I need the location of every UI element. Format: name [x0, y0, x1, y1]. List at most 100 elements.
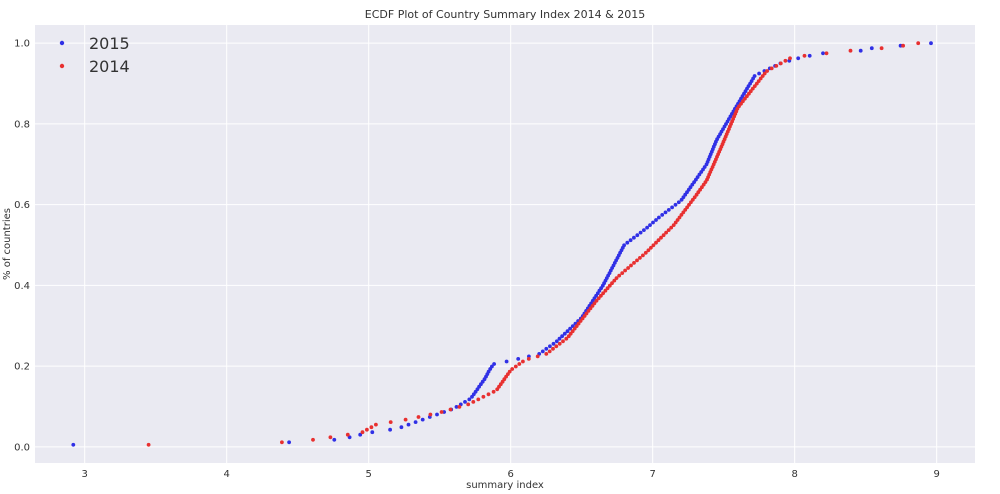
data-point-2015	[757, 71, 761, 76]
data-point-2015	[635, 233, 640, 238]
data-point-2014	[641, 253, 645, 258]
data-point-2014	[802, 53, 807, 58]
data-point-2015	[858, 48, 863, 53]
data-points	[71, 41, 933, 447]
data-point-2015	[490, 364, 494, 369]
data-point-2014	[561, 339, 565, 344]
data-point-2014	[507, 369, 512, 374]
data-point-2015	[554, 339, 559, 344]
data-point-2014	[610, 281, 614, 286]
data-point-2015	[413, 420, 418, 424]
data-point-2015	[807, 53, 812, 58]
data-point-2014	[692, 195, 697, 200]
data-point-2014	[651, 243, 656, 248]
data-point-2015	[821, 51, 825, 56]
data-point-2014	[584, 311, 589, 316]
data-point-2014	[535, 354, 540, 359]
data-point-2014	[632, 261, 636, 265]
data-point-2014	[374, 422, 378, 427]
chart-title: ECDF Plot of Country Summary Index 2014 …	[365, 8, 645, 21]
data-point-2015	[516, 357, 521, 361]
data-point-2015	[504, 359, 509, 364]
data-point-2014	[280, 440, 284, 445]
data-point-2015	[638, 230, 643, 235]
legend-label-2014: 2014	[89, 57, 130, 76]
data-point-2015	[645, 225, 649, 230]
data-point-2014	[778, 61, 783, 66]
data-point-2014	[605, 286, 610, 291]
data-point-2014	[685, 205, 689, 210]
data-point-2014	[439, 410, 444, 414]
data-point-2014	[601, 291, 605, 296]
data-point-2014	[661, 233, 666, 238]
x-axis-ticks: 3 4 5 6 7 8 9	[82, 469, 940, 480]
y-tick-label: 0.4	[14, 281, 30, 292]
data-point-2014	[486, 392, 491, 397]
legend-marker-2014	[59, 63, 65, 69]
data-point-2014	[649, 245, 653, 250]
data-point-2015	[467, 397, 472, 402]
data-point-2015	[660, 213, 665, 217]
data-point-2015	[332, 437, 337, 442]
data-point-2014	[769, 66, 774, 71]
y-tick-label: 0.0	[14, 442, 30, 453]
data-point-2015	[657, 215, 661, 220]
data-point-2014	[513, 364, 518, 369]
data-point-2014	[664, 230, 668, 235]
data-point-2014	[369, 425, 374, 430]
data-point-2014	[638, 256, 642, 260]
data-point-2014	[388, 420, 393, 424]
data-point-2015	[670, 205, 674, 210]
data-point-2014	[491, 389, 496, 394]
data-point-2015	[654, 218, 658, 222]
data-point-2015	[551, 341, 556, 346]
data-point-2014	[592, 301, 597, 306]
data-point-2014	[629, 263, 633, 268]
data-point-2014	[783, 58, 788, 63]
data-point-2015	[399, 425, 404, 430]
data-point-2014	[557, 341, 562, 346]
y-tick-label: 0.6	[14, 200, 30, 211]
data-point-2014	[510, 367, 515, 371]
data-point-2015	[548, 344, 552, 349]
data-point-2014	[551, 346, 555, 351]
x-tick-label: 6	[507, 469, 513, 480]
y-tick-label: 0.2	[14, 362, 30, 373]
data-point-2015	[544, 346, 549, 351]
data-point-2015	[752, 74, 757, 78]
legend: 2015 2014	[59, 34, 130, 76]
data-point-2015	[358, 432, 363, 437]
data-point-2014	[774, 64, 779, 68]
data-point-2014	[596, 296, 601, 301]
y-tick-label: 0.8	[14, 119, 30, 130]
data-point-2014	[879, 46, 884, 51]
y-axis-ticks: 0.0 0.2 0.4 0.6 0.8 1.0	[14, 39, 30, 454]
data-point-2015	[540, 349, 545, 354]
data-point-2015	[568, 326, 572, 331]
data-point-2015	[388, 427, 392, 432]
data-point-2014	[544, 352, 549, 356]
x-tick-label: 7	[649, 469, 655, 480]
data-point-2015	[796, 56, 801, 61]
data-point-2015	[562, 331, 567, 336]
data-point-2014	[620, 271, 625, 275]
data-point-2014	[741, 99, 745, 104]
legend-label-2015: 2015	[89, 34, 130, 53]
data-point-2014	[671, 223, 676, 228]
x-axis-label: summary index	[466, 480, 544, 491]
data-point-2015	[632, 235, 636, 240]
data-point-2015	[628, 238, 633, 243]
plot-area	[35, 25, 975, 463]
data-point-2014	[564, 336, 569, 341]
data-point-2014	[607, 283, 612, 288]
data-point-2014	[788, 56, 792, 61]
y-tick-label: 1.0	[14, 39, 30, 50]
data-point-2015	[454, 405, 459, 409]
data-point-2015	[929, 41, 933, 46]
data-point-2014	[654, 240, 658, 245]
data-point-2014	[547, 349, 552, 354]
data-point-2014	[669, 225, 674, 230]
x-tick-label: 9	[933, 469, 939, 480]
data-point-2014	[599, 293, 603, 298]
data-point-2015	[666, 208, 671, 212]
